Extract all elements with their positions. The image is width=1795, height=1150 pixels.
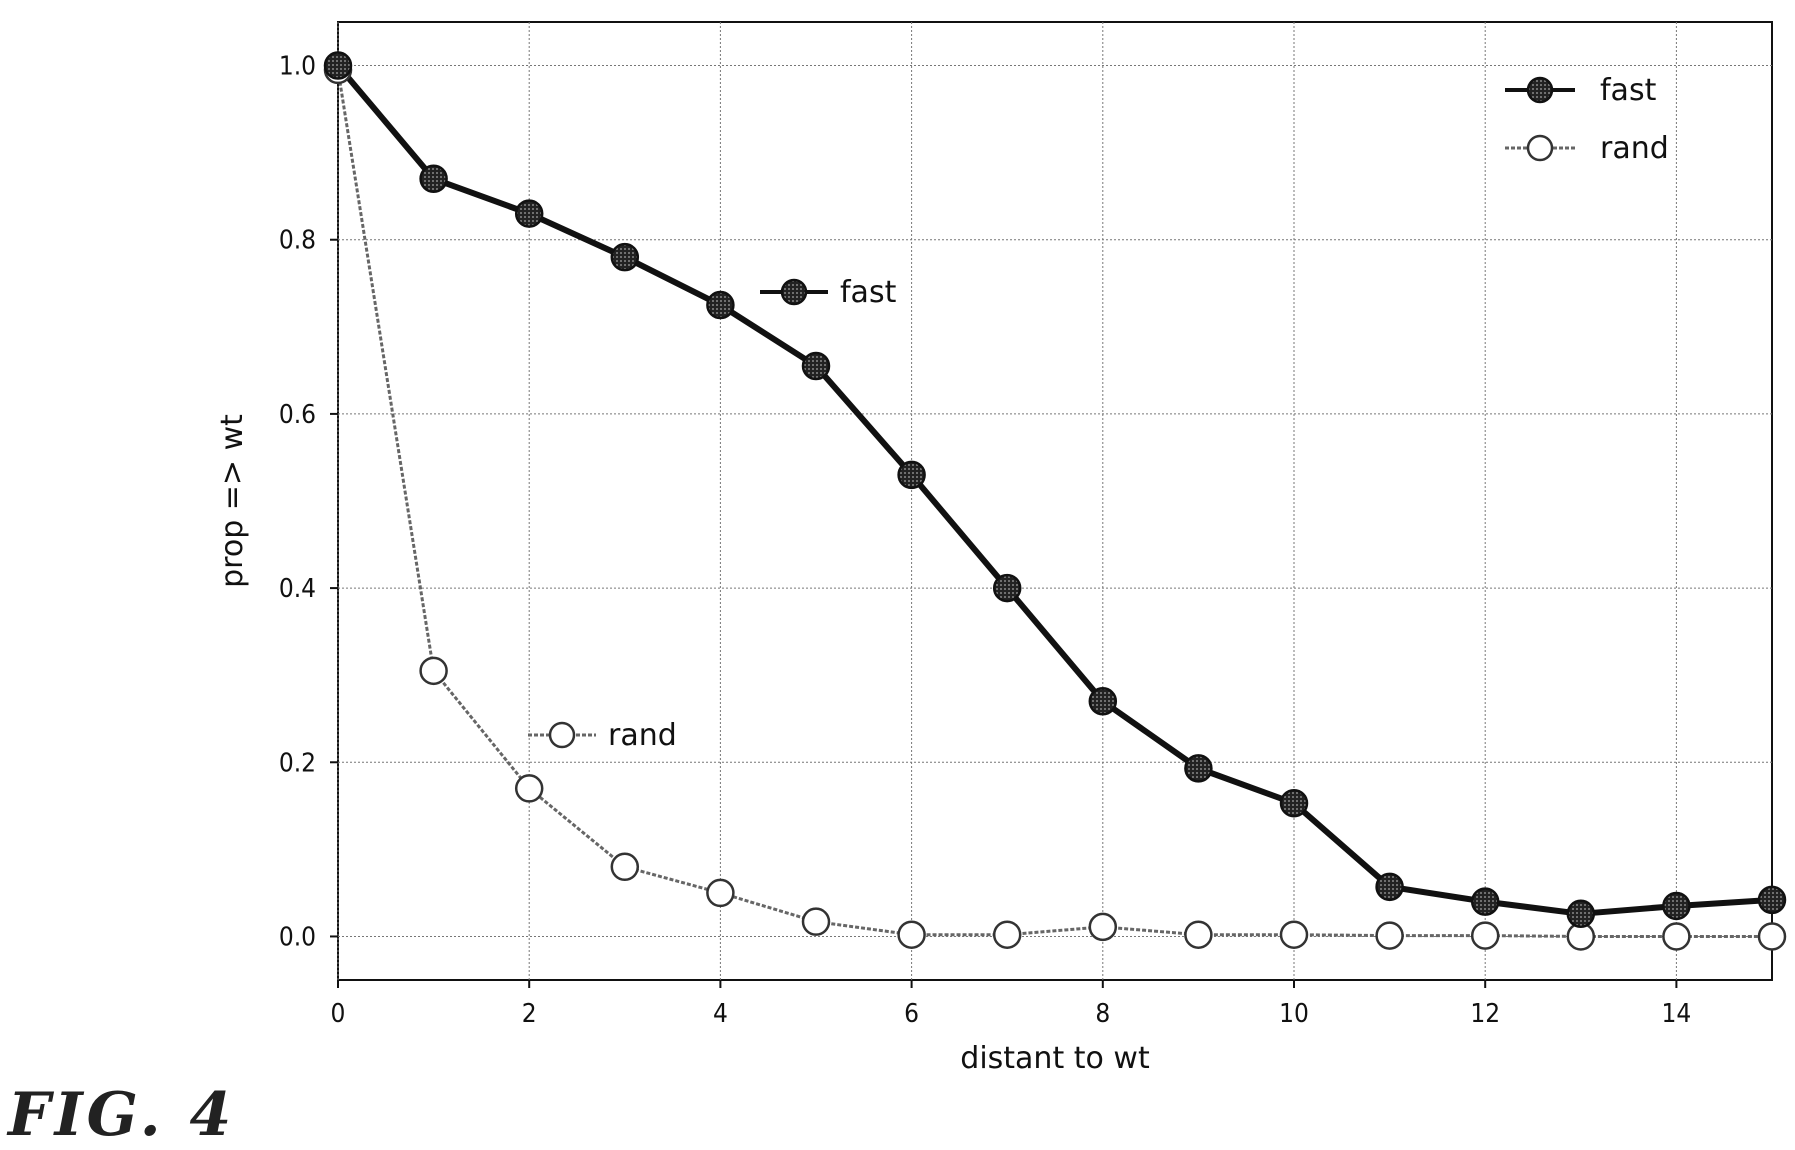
x-axis-ticks: 0 2 4 6 8 10 12 14 <box>331 980 1692 1029</box>
data-point-fast <box>1566 899 1596 929</box>
data-point-rand <box>706 878 735 908</box>
data-point-fast <box>1279 788 1309 818</box>
data-point-rand <box>1184 920 1213 949</box>
data-point-fast <box>1470 887 1500 916</box>
data-point-fast <box>1662 891 1691 921</box>
data-point-fast <box>897 460 926 490</box>
x-tick-label: 6 <box>904 999 919 1029</box>
data-point-fast <box>610 242 640 272</box>
data-point-rand <box>1279 920 1309 949</box>
y-tick-label: 0.8 <box>279 226 316 256</box>
data-point-rand <box>897 920 926 949</box>
data-point-rand <box>801 907 831 936</box>
legend: fast rand <box>1505 73 1669 166</box>
data-point-fast <box>801 351 831 381</box>
data-point-fast <box>419 164 448 194</box>
data-point-fast <box>1184 754 1213 783</box>
series-line-rand <box>336 69 1772 938</box>
data-point-fast <box>706 290 735 320</box>
y-tick-label: 1.0 <box>279 52 316 82</box>
x-axis-label: distant to wt <box>960 1041 1150 1076</box>
series-lines <box>335 63 1773 938</box>
y-tick-label: 0.2 <box>279 748 316 778</box>
data-point-rand <box>1470 921 1500 950</box>
data-point-fast <box>1375 872 1404 902</box>
x-tick-label: 2 <box>522 999 537 1029</box>
annotation-label-fast: fast <box>840 275 897 310</box>
data-point-rand <box>610 852 640 882</box>
annotations: fast rand <box>528 275 897 753</box>
data-point-rand <box>992 920 1022 949</box>
x-tick-label: 4 <box>713 999 728 1029</box>
data-point-rand <box>1375 921 1404 950</box>
data-point-rand <box>1757 922 1787 951</box>
data-point-fast <box>992 573 1022 603</box>
annotation-marker-rand <box>548 721 576 749</box>
x-tick-label: 8 <box>1095 999 1110 1029</box>
series-markers <box>323 51 1787 951</box>
legend-label-fast: fast <box>1600 73 1657 108</box>
legend-marker-rand <box>1526 134 1554 162</box>
data-point-fast <box>1088 687 1118 716</box>
x-tick-label: 0 <box>331 999 346 1029</box>
data-point-fast <box>323 51 353 80</box>
y-axis-label: prop => wt <box>215 414 250 588</box>
data-point-rand <box>1088 912 1118 942</box>
data-point-rand <box>514 774 544 803</box>
grid <box>337 22 1772 980</box>
y-tick-label: 0.4 <box>279 574 316 604</box>
x-tick-label: 12 <box>1470 999 1500 1029</box>
plot-border <box>337 21 1773 981</box>
x-tick-label: 10 <box>1279 999 1309 1029</box>
data-point-fast <box>514 199 544 228</box>
y-tick-label: 0.6 <box>279 400 316 430</box>
x-tick-label: 14 <box>1662 999 1692 1029</box>
y-tick-label: 0.0 <box>279 922 316 952</box>
plot-area <box>337 21 1773 981</box>
annotation-label-rand: rand <box>608 718 677 753</box>
legend-label-rand: rand <box>1600 131 1669 166</box>
annotation-marker-fast <box>780 278 808 306</box>
data-point-rand <box>1662 922 1691 951</box>
data-point-rand <box>419 656 448 686</box>
series-line-fast <box>335 63 1773 917</box>
figure-caption: FIG. 4 <box>8 1080 236 1150</box>
y-axis-ticks: 0.0 0.2 0.4 0.6 0.8 1.0 <box>279 52 338 952</box>
data-point-fast <box>1757 885 1787 915</box>
legend-marker-fast <box>1526 76 1554 104</box>
